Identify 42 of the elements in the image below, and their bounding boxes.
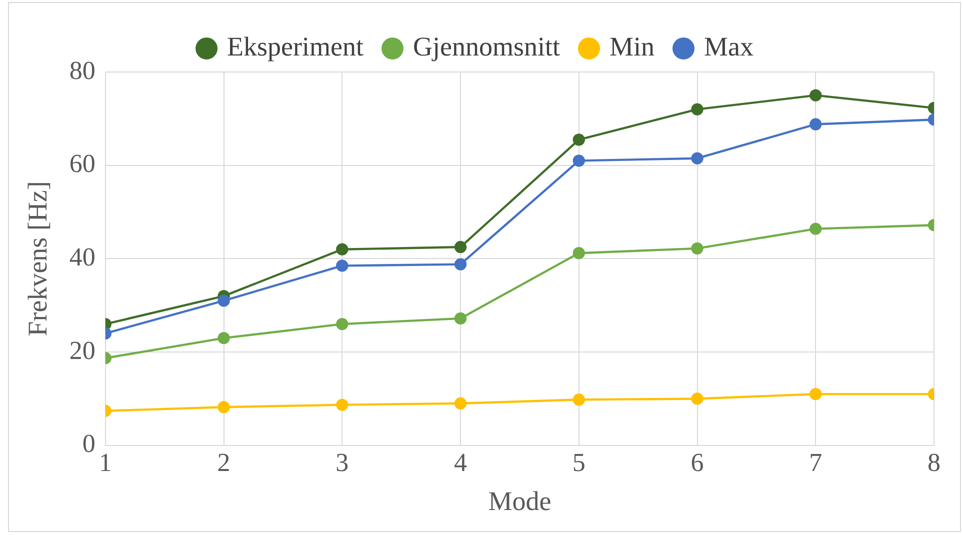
point [810,89,822,102]
legend-label: Min [609,32,655,62]
point [572,394,585,406]
point [810,118,822,130]
point [691,152,704,164]
point [336,243,348,256]
point [336,318,348,330]
x-tick-label: 6 [690,448,704,477]
x-tick-label: 2 [217,448,230,477]
point [691,392,704,405]
y-tick-label: 60 [69,149,96,178]
y-tick-label: 80 [69,56,96,85]
x-tick-label: 1 [98,448,112,477]
point [454,258,467,270]
legend-label: Eksperiment [227,32,364,62]
legend-label: Max [704,32,754,62]
point [691,103,704,116]
point [572,134,585,146]
x-tick-label: 5 [572,448,586,477]
x-tick-label: 4 [454,448,468,477]
point [218,332,230,344]
point [572,247,585,260]
point [691,242,704,255]
point [454,312,467,325]
point [572,154,585,167]
y-tick-label: 40 [69,242,96,272]
point [336,260,348,272]
x-tick-label: 3 [336,448,349,477]
y-axis-title: Frekvens [Hz] [22,181,52,336]
point [218,401,230,414]
y-tick-label: 20 [69,336,96,365]
point [810,222,822,235]
x-tick-label: 7 [809,448,822,477]
x-tick-label: 8 [928,448,940,477]
x-axis-title: Mode [488,486,552,516]
legend-label: Gjennomsnitt [412,32,560,62]
point [454,397,467,410]
point [218,294,230,307]
point [336,398,348,411]
y-tick-label: 0 [82,429,96,458]
point [454,240,467,254]
point [810,388,822,400]
